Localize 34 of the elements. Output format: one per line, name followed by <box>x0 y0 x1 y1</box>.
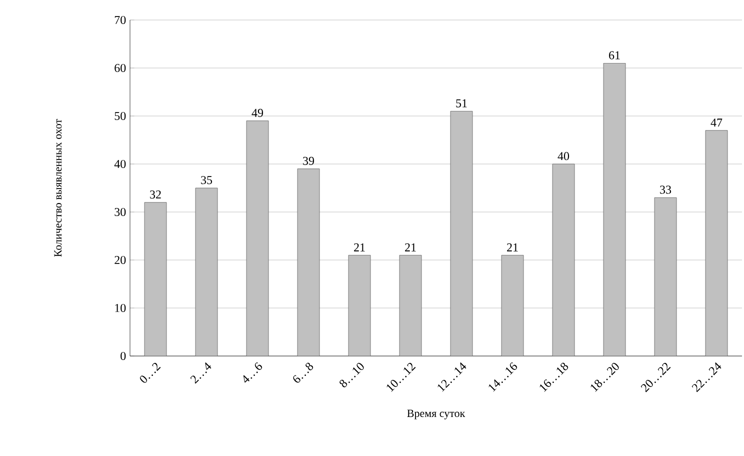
y-tick-label: 0 <box>120 352 126 360</box>
data-label: 33 <box>660 186 672 194</box>
y-tick-label: 20 <box>114 256 126 264</box>
bar <box>399 255 422 356</box>
bar <box>450 111 473 356</box>
y-tick-label: 70 <box>114 16 126 24</box>
bar <box>705 130 728 356</box>
data-label: 40 <box>558 152 570 160</box>
bar <box>144 202 167 356</box>
y-tick-label: 50 <box>114 112 126 120</box>
data-label: 35 <box>201 176 212 184</box>
bar <box>195 188 218 356</box>
data-label: 49 <box>252 108 264 117</box>
data-label: 39 <box>303 156 314 165</box>
x-axis-title: Время суток <box>407 410 466 420</box>
bar <box>552 164 575 356</box>
bar <box>603 63 626 356</box>
y-tick-label: 40 <box>114 160 126 168</box>
y-tick-label: 60 <box>114 64 126 72</box>
data-label: 51 <box>456 99 467 108</box>
bar <box>348 255 371 356</box>
bar <box>654 197 677 356</box>
data-label: 61 <box>609 51 620 60</box>
y-axis-title: Количество выявленных охот <box>54 119 62 257</box>
data-label: 21 <box>354 243 365 252</box>
y-tick-label: 10 <box>115 304 126 312</box>
data-label: 32 <box>150 190 161 199</box>
bar <box>501 255 524 356</box>
bar <box>246 120 269 356</box>
data-label: 47 <box>710 118 722 127</box>
data-label: 21 <box>405 243 416 252</box>
data-label: 21 <box>507 243 518 252</box>
y-tick-label: 30 <box>114 208 126 216</box>
bar <box>297 168 320 356</box>
